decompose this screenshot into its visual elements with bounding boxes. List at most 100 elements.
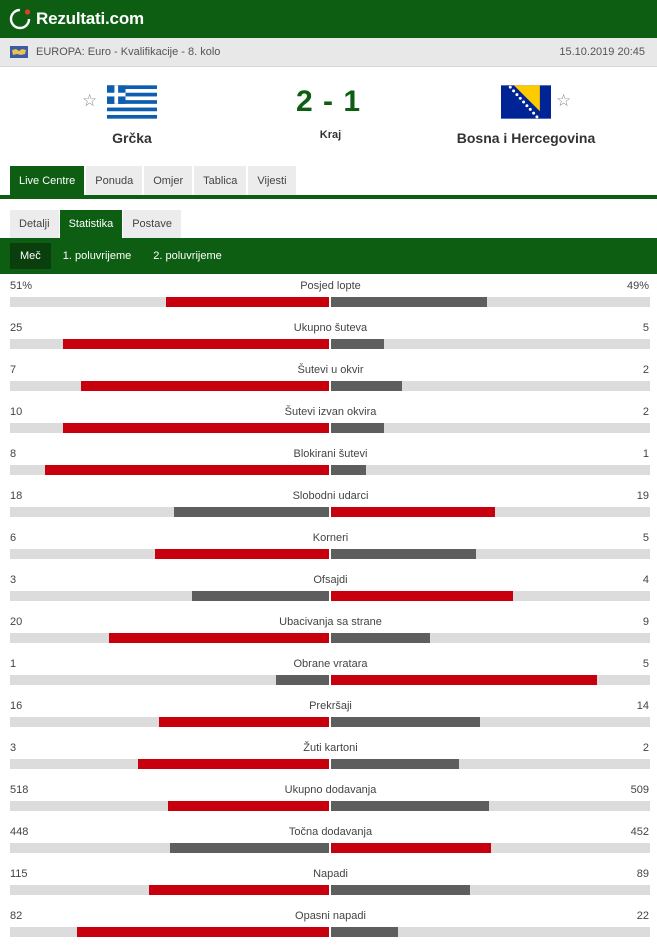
star-icon[interactable]: ☆ (82, 91, 98, 110)
rezultati-logo-icon (9, 8, 31, 30)
match-tabs: Live Centre Ponuda Omjer Tablica Vijesti (0, 166, 657, 199)
tab-vijesti[interactable]: Vijesti (248, 166, 296, 195)
stat-row: 25 Ukupno šuteva 5 (0, 316, 657, 358)
tab-tablica[interactable]: Tablica (194, 166, 247, 195)
stat-away-value: 452 (630, 826, 649, 838)
stat-home-bar (77, 927, 329, 937)
tab-omjer[interactable]: Omjer (144, 166, 193, 195)
stat-away-bar (331, 465, 366, 475)
stat-home-bar (159, 717, 329, 727)
stat-home-track (10, 717, 329, 727)
stat-home-track (10, 675, 329, 685)
stat-home-value: 448 (10, 826, 29, 838)
stat-name: Žuti kartoni (303, 742, 358, 754)
stat-name: Slobodni udarci (292, 490, 369, 502)
period-bar: Meč 1. poluvrijeme 2. poluvrijeme (0, 238, 657, 274)
stat-name: Posjed lopte (300, 280, 361, 292)
stat-home-bar (45, 465, 329, 475)
stat-away-track (331, 927, 650, 937)
stat-home-value: 518 (10, 784, 29, 796)
match-header: ☆ Grčka 2 - 1 Kraj (0, 67, 657, 162)
tournament-name[interactable]: EUROPA: Euro - Kvalifikacije - 8. kolo (36, 46, 221, 58)
stat-name: Prekršaji (309, 700, 352, 712)
stat-home-bar (170, 843, 329, 853)
stat-away-track (331, 423, 650, 433)
tab-live-centre[interactable]: Live Centre (10, 166, 85, 195)
stat-home-value: 8 (10, 448, 17, 460)
home-team: ☆ Grčka (32, 85, 232, 146)
stat-name: Ubacivanja sa strane (279, 616, 382, 628)
stat-away-track (331, 843, 650, 853)
stat-home-bar (63, 339, 329, 349)
stat-row: 51% Posjed lopte 49% (0, 274, 657, 316)
stat-away-bar (331, 927, 398, 937)
stat-away-bar (331, 843, 491, 853)
stat-home-value: 51% (10, 280, 33, 292)
stat-name: Korneri (312, 532, 349, 544)
stat-row: 82 Opasni napadi 22 (0, 904, 657, 946)
stat-away-value: 509 (630, 784, 649, 796)
stat-away-bar (331, 759, 459, 769)
stat-away-bar (331, 297, 487, 307)
home-team-name[interactable]: Grčka (112, 130, 152, 146)
stat-home-value: 82 (10, 910, 23, 922)
stat-home-bar (168, 801, 329, 811)
greece-flag-icon[interactable] (107, 85, 157, 119)
stat-home-bar (192, 591, 329, 601)
period-second-half[interactable]: 2. poluvrijeme (153, 250, 222, 262)
stat-away-bar (331, 423, 384, 433)
stat-home-track (10, 885, 329, 895)
stat-row: 3 Žuti kartoni 2 (0, 736, 657, 778)
stat-row: 20 Ubacivanja sa strane 9 (0, 610, 657, 652)
stat-home-bar (166, 297, 329, 307)
stat-away-value: 5 (642, 658, 649, 670)
stat-away-value: 2 (642, 406, 649, 418)
stat-home-bar (81, 381, 329, 391)
stat-home-track (10, 423, 329, 433)
tournament-bar: EUROPA: Euro - Kvalifikacije - 8. kolo 1… (0, 38, 657, 67)
stat-row: 16 Prekršaji 14 (0, 694, 657, 736)
stat-away-value: 49% (626, 280, 649, 292)
bosnia-flag-icon[interactable] (501, 85, 551, 119)
subtab-detalji[interactable]: Detalji (10, 210, 59, 238)
top-bar: Rezultati.com (0, 0, 657, 38)
stat-away-value: 9 (642, 616, 649, 628)
stat-away-value: 22 (636, 910, 649, 922)
subtab-statistika[interactable]: Statistika (59, 210, 123, 238)
stat-away-bar (331, 675, 597, 685)
stat-row: 7 Šutevi u okvir 2 (0, 358, 657, 400)
stat-row: 448 Točna dodavanja 452 (0, 820, 657, 862)
away-team-name[interactable]: Bosna i Hercegovina (456, 130, 596, 146)
stat-home-bar (155, 549, 329, 559)
sub-tabs: Detalji Statistika Postave (0, 210, 657, 238)
stat-name: Šutevi izvan okvira (284, 406, 377, 418)
stat-home-value: 16 (10, 700, 23, 712)
stat-away-bar (331, 633, 430, 643)
stat-name: Ofsajdi (313, 574, 348, 586)
stat-home-track (10, 801, 329, 811)
stat-home-value: 1 (10, 658, 17, 670)
stat-away-track (331, 339, 650, 349)
period-first-half[interactable]: 1. poluvrijeme (62, 250, 132, 262)
tab-ponuda[interactable]: Ponuda (86, 166, 143, 195)
europe-flag-icon (10, 46, 28, 58)
stat-home-bar (63, 423, 329, 433)
star-icon[interactable]: ☆ (556, 91, 572, 110)
site-logo[interactable]: Rezultati.com (8, 7, 144, 31)
stat-row: 115 Napadi 89 (0, 862, 657, 904)
stat-away-track (331, 381, 650, 391)
stat-away-bar (331, 507, 495, 517)
away-team: ☆ Bosna i Hercegovina (426, 85, 626, 146)
stat-away-bar (331, 339, 384, 349)
stat-name: Blokirani šutevi (293, 448, 368, 460)
stat-away-value: 2 (642, 364, 649, 376)
stat-home-bar (174, 507, 329, 517)
stat-away-bar (331, 801, 489, 811)
stat-home-value: 18 (10, 490, 23, 502)
stat-home-bar (276, 675, 329, 685)
stat-away-bar (331, 549, 476, 559)
subtab-postave[interactable]: Postave (123, 210, 181, 238)
period-mec[interactable]: Meč (10, 243, 51, 269)
statistics-list: 51% Posjed lopte 49% 25 Ukupno šuteva 5 7 Šutev… (0, 274, 657, 946)
stat-row: 3 Ofsajdi 4 (0, 568, 657, 610)
